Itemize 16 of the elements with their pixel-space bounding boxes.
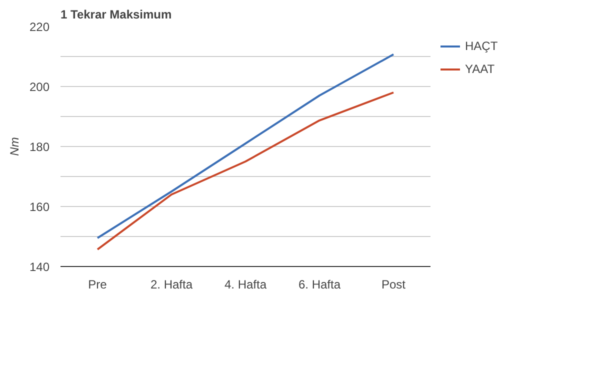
y-axis-title: Nm	[7, 137, 22, 156]
y-tick-label: 200	[29, 80, 50, 94]
x-tick-label: 2. Hafta	[150, 278, 193, 292]
line-series	[96, 53, 394, 239]
x-tick-label: Pre	[88, 278, 108, 292]
legend-label: YAAT	[465, 62, 495, 76]
line-series	[96, 92, 394, 250]
x-tick-label: Post	[381, 278, 406, 292]
chart-title: 1 Tekrar Maksimum	[60, 8, 172, 22]
y-tick-label: 220	[29, 20, 50, 34]
y-tick-label: 160	[29, 200, 50, 214]
y-tick-label: 140	[29, 260, 50, 274]
x-tick-label: 4. Hafta	[224, 278, 267, 292]
legend-label: HAÇT	[465, 39, 498, 53]
x-tick-label: 6. Hafta	[298, 278, 341, 292]
y-tick-label: 180	[29, 140, 50, 154]
